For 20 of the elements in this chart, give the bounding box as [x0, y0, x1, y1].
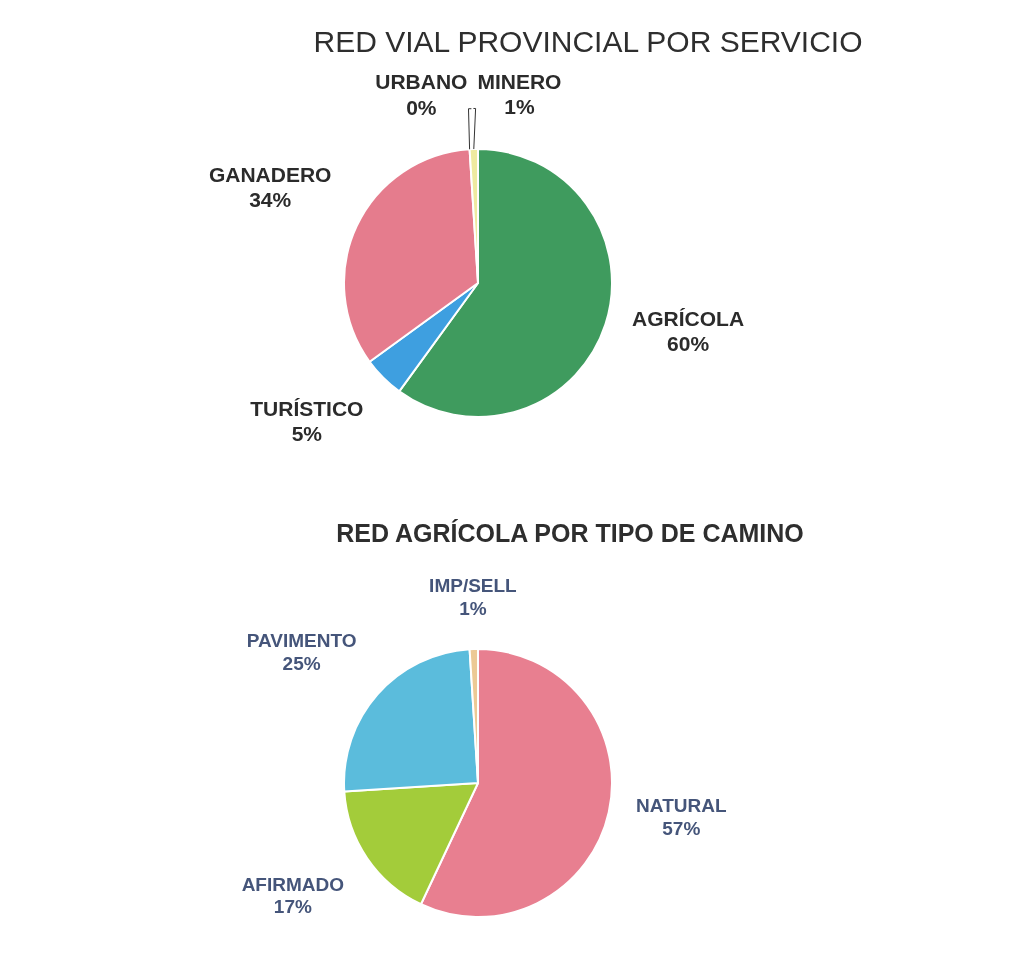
data-label: 1%	[504, 95, 535, 119]
slice-label: TURÍSTICO	[250, 396, 364, 420]
data-label: 1%	[459, 597, 487, 619]
data-label: 25%	[282, 652, 321, 674]
data-label: 34%	[249, 188, 292, 212]
slice-label: AFIRMADO	[241, 873, 345, 895]
data-label: 17%	[273, 896, 312, 918]
slice-label: NATURAL	[636, 795, 727, 817]
chart-title: RED AGRÍCOLA POR TIPO DE CAMINO	[335, 518, 805, 548]
text: 0%	[406, 95, 437, 119]
slice-label: MINERO	[477, 70, 562, 94]
category-label: URBANO	[375, 70, 468, 94]
data-label: 5%	[291, 422, 323, 446]
slice-label: GANADERO	[208, 163, 332, 187]
slice-label: AGRÍCOLA	[632, 307, 745, 331]
data-label: 60%	[667, 332, 710, 356]
chart-title: RED VIAL PROVINCIAL POR SERVICIO	[312, 24, 864, 60]
data-label: 57%	[662, 817, 701, 839]
slice-label: IMP/SELL	[429, 575, 518, 597]
slice-label: PAVIMENTO	[246, 629, 357, 651]
